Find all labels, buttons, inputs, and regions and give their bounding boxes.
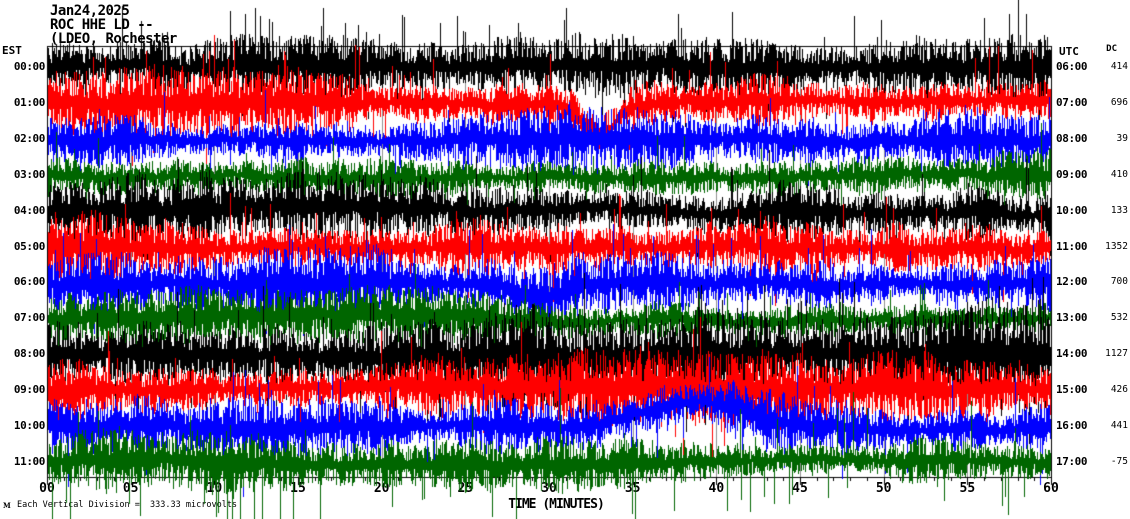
est-hour-label: 04:00 <box>13 203 46 217</box>
x-tick-label: 30 <box>541 481 557 496</box>
x-tick-label: 40 <box>708 481 725 496</box>
dc-value: 410 <box>1110 168 1128 180</box>
dc-value: 1352 <box>1105 240 1128 252</box>
x-tick-label: 35 <box>624 481 641 496</box>
est-hour-label: 03:00 <box>13 167 46 181</box>
dc-column-header: DC <box>1106 44 1117 54</box>
est-hour-label: 11:00 <box>13 455 46 469</box>
dc-value: 414 <box>1110 60 1128 72</box>
est-hour-label: 07:00 <box>13 311 46 325</box>
dc-value: 133 <box>1110 204 1128 216</box>
x-tick-label: 45 <box>792 481 808 496</box>
est-hour-label: 00:00 <box>13 59 46 73</box>
dc-value: 700 <box>1110 276 1128 288</box>
x-tick-label: 15 <box>290 481 306 496</box>
est-hour-label: 01:00 <box>13 95 46 109</box>
dc-value: 1127 <box>1105 348 1128 360</box>
est-hour-label: 09:00 <box>13 383 46 397</box>
watermark-mark: M <box>3 501 11 510</box>
x-axis-title: TIME (MINUTES) <box>508 497 605 512</box>
x-tick-label: 60 <box>1043 481 1059 496</box>
x-tick-label: 10 <box>206 481 223 496</box>
est-hour-label: 06:00 <box>13 275 46 289</box>
est-hour-label: 08:00 <box>13 347 46 361</box>
x-tick-label: 20 <box>373 481 390 496</box>
left-axis-header-est: EST <box>2 44 22 57</box>
right-axis-header-utc: UTC <box>1059 45 1079 58</box>
est-hour-label: 05:00 <box>13 239 46 253</box>
est-hour-label: 02:00 <box>13 131 46 145</box>
dc-value: 39 <box>1116 132 1128 144</box>
vertical-scale-note: Each Vertical Division = 333.33 microvol… <box>17 500 238 510</box>
dc-value: 696 <box>1110 96 1128 108</box>
header-network-name: (LDEO, Rochester <box>50 31 177 47</box>
x-tick-label: 55 <box>959 481 976 496</box>
x-tick-label: 05 <box>122 481 139 496</box>
dc-value: -75 <box>1110 456 1128 468</box>
est-hour-label: 10:00 <box>13 419 46 433</box>
x-tick-label: 50 <box>875 481 892 496</box>
x-tick-label: 25 <box>457 481 474 496</box>
x-tick-label: 00 <box>39 481 55 496</box>
dc-value: 532 <box>1110 312 1128 324</box>
dc-value: 441 <box>1110 420 1128 432</box>
dc-value: 426 <box>1110 384 1128 396</box>
